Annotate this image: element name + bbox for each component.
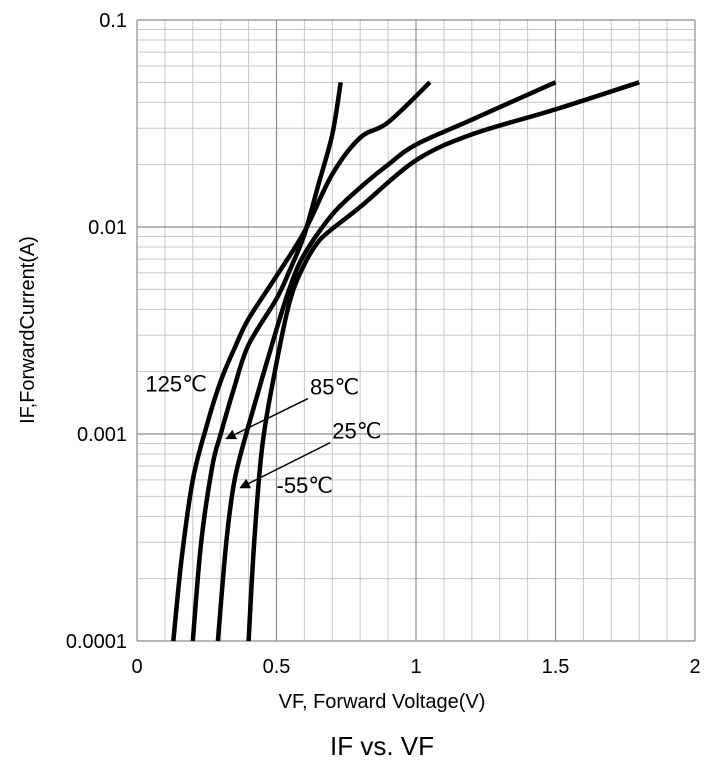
chart-title: IF vs. VF (330, 731, 434, 761)
annotation-label: -55℃ (277, 473, 334, 498)
series-line-2 (215, 80, 557, 642)
annotation-label: 125℃ (145, 372, 206, 397)
series-line-1 (190, 81, 343, 642)
x-axis-title: VF, Forward Voltage(V) (279, 691, 486, 713)
y-tick-label: 0.0001 (66, 631, 127, 653)
x-tick-label: 1 (410, 656, 421, 678)
x-tick-label: 2 (689, 656, 700, 678)
y-tick-label: 0.01 (88, 217, 127, 239)
x-tick-label: 0 (131, 656, 142, 678)
y-tick-label: 0.1 (99, 10, 127, 32)
series-layer (171, 80, 640, 642)
y-axis-title: IF,ForwardCurrent(A) (17, 236, 39, 424)
x-tick-labels: 0 0.5 1 1.5 2 (131, 656, 700, 678)
annotation-arrow (225, 397, 309, 440)
annotation-arrow (239, 441, 331, 489)
series-line-3 (246, 80, 640, 642)
series-line-0 (171, 80, 432, 642)
annotation-label: 85℃ (310, 375, 359, 400)
x-tick-label: 0.5 (263, 656, 291, 678)
x-tick-label: 1.5 (542, 656, 570, 678)
y-tick-label: 0.001 (77, 424, 127, 446)
y-tick-labels: 0.0001 0.001 0.01 0.1 (66, 10, 127, 653)
annotation-label: 25℃ (332, 419, 381, 444)
annotations: 125℃ 85℃ 25℃ -55℃ (145, 372, 381, 498)
